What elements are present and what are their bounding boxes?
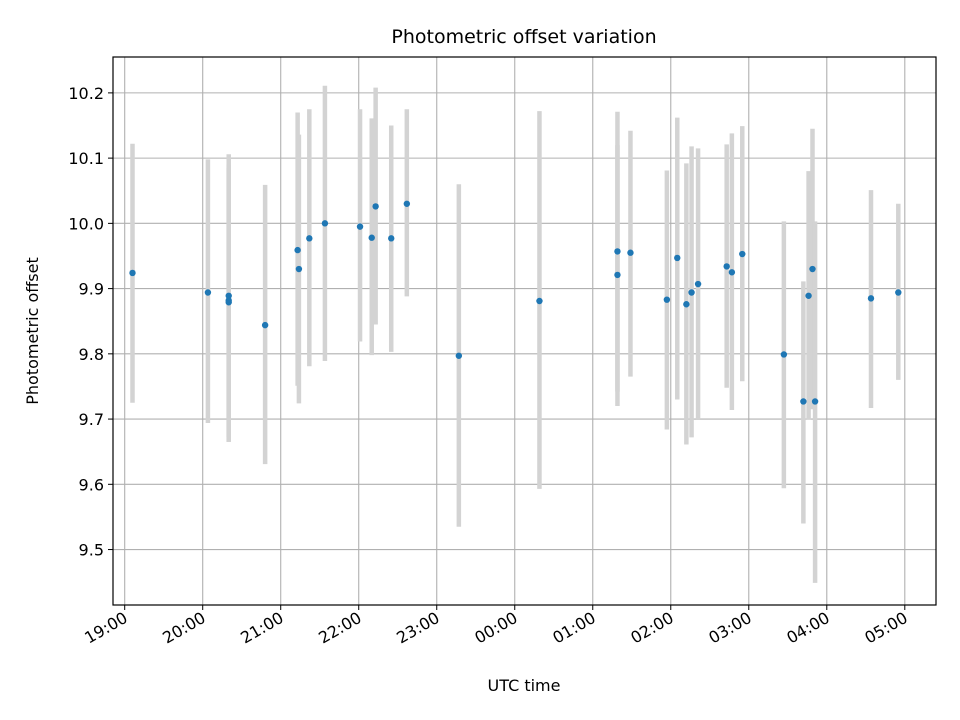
data-point bbox=[388, 235, 395, 242]
data-point bbox=[683, 301, 690, 308]
data-point bbox=[694, 280, 702, 288]
data-point bbox=[688, 289, 695, 296]
y-tick-label: 10.1 bbox=[68, 149, 104, 168]
data-point bbox=[295, 265, 303, 273]
data-point bbox=[455, 352, 463, 359]
y-tick-label: 9.7 bbox=[79, 410, 104, 429]
x-axis-label: UTC time bbox=[488, 676, 561, 695]
data-point bbox=[294, 246, 301, 254]
data-point bbox=[129, 269, 136, 277]
data-point bbox=[800, 398, 807, 405]
y-tick-label: 10.2 bbox=[68, 84, 104, 103]
y-axis-label: Photometric offset bbox=[23, 257, 42, 405]
data-point bbox=[663, 296, 671, 303]
data-point bbox=[895, 289, 902, 296]
data-point bbox=[728, 269, 736, 276]
data-point bbox=[372, 203, 379, 210]
y-tick-label: 9.5 bbox=[79, 541, 104, 560]
data-point bbox=[356, 223, 364, 230]
y-tick-label: 9.6 bbox=[79, 475, 104, 494]
data-point bbox=[627, 249, 634, 256]
data-point bbox=[225, 299, 232, 306]
plot-frame bbox=[112, 56, 937, 606]
data-point bbox=[867, 295, 875, 302]
data-point bbox=[780, 351, 788, 358]
data-point bbox=[321, 220, 329, 227]
data-point bbox=[805, 292, 812, 299]
data-point bbox=[261, 321, 269, 329]
point-layer bbox=[129, 200, 902, 405]
data-point bbox=[403, 200, 411, 207]
data-point bbox=[306, 235, 313, 242]
data-point bbox=[368, 234, 375, 241]
y-tick-label: 10.0 bbox=[68, 214, 104, 233]
data-point bbox=[225, 292, 232, 299]
data-point bbox=[811, 398, 819, 405]
grid-layer bbox=[113, 57, 936, 605]
data-point bbox=[614, 248, 621, 255]
data-point bbox=[739, 250, 746, 258]
chart-title: Photometric offset variation bbox=[391, 26, 656, 48]
data-point bbox=[204, 289, 212, 296]
data-point bbox=[723, 263, 730, 270]
data-point bbox=[674, 254, 681, 262]
data-point bbox=[536, 297, 543, 305]
y-tick-label: 9.9 bbox=[79, 280, 104, 299]
data-point bbox=[809, 265, 816, 273]
data-point bbox=[614, 271, 621, 279]
y-tick-label: 9.8 bbox=[79, 345, 104, 364]
